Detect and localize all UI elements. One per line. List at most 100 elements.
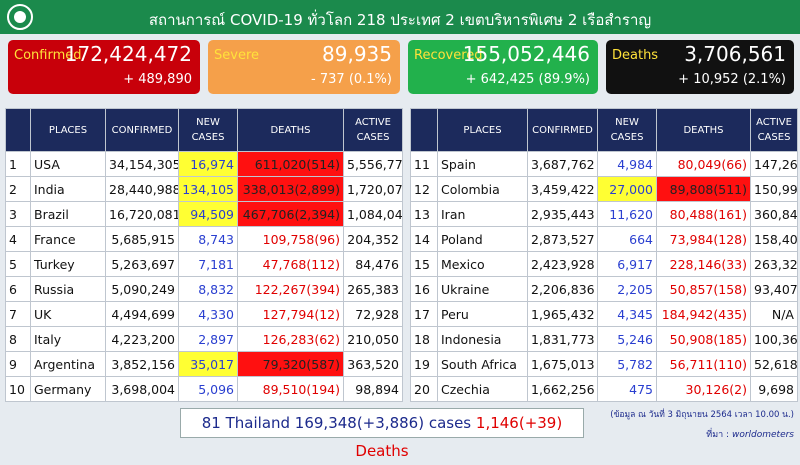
header-cell: NEW CASES [597,108,657,152]
place: Argentina [30,351,106,377]
card: Recovered 155,052,446 + 642,425 (89.9%) [408,40,598,94]
row: 16 Ukraine 2,206,836 2,205 50,857(158) 93,407 [410,276,798,302]
card-total: 3,706,561 [684,42,786,66]
new-cases: 2,897 [178,326,238,352]
row: 2 India 28,440,988 134,105 338,013(2,899) 1,7… [5,176,403,202]
deaths: 50,857(158) [656,276,751,302]
confirmed: 4,223,200 [105,326,179,352]
place: Ukraine [437,276,528,302]
rank: 9 [5,351,31,377]
active: 9,698 [750,376,798,402]
active: 360,847 [750,201,798,227]
rank: 17 [410,301,438,327]
header-cell [5,108,31,152]
thailand-label: 81 Thailand 169,348(+3,886) cases [201,414,472,432]
place: Germany [30,376,106,402]
header-row: PLACES CONFIRMED NEW CASES DEATHS ACTIVE CAS… [5,108,403,152]
deaths: 109,758(96) [237,226,344,252]
active: 100,364 [750,326,798,352]
active: 1,720,078 [343,176,403,202]
row: 20 Czechia 1,662,256 475 30,126(2) 9,698 [410,376,798,402]
confirmed: 1,965,432 [527,301,598,327]
place: Iran [437,201,528,227]
deaths: 467,706(2,394) [237,201,344,227]
active: 5,556,774 [343,151,403,177]
row: 18 Indonesia 1,831,773 5,246 50,908(185) 100,… [410,326,798,352]
rank: 6 [5,276,31,302]
confirmed: 5,263,697 [105,251,179,277]
confirmed: 1,675,013 [527,351,598,377]
card-change: - 737 (0.1%) [311,72,392,87]
thailand-box: 81 Thailand 169,348(+3,886) cases 1,146(… [180,408,584,460]
place: France [30,226,106,252]
new-cases: 35,017 [178,351,238,377]
active: 263,325 [750,251,798,277]
row: 12 Colombia 3,459,422 27,000 89,808(511) 150,… [410,176,798,202]
row: 3 Brazil 16,720,081 94,509 467,706(2,394) 1,0… [5,201,403,227]
row: 5 Turkey 5,263,697 7,181 47,768(112) 84,476 [5,251,403,277]
row: 19 South Africa 1,675,013 5,782 56,711(110) 5… [410,351,798,377]
active: 158,404 [750,226,798,252]
confirmed: 1,831,773 [527,326,598,352]
rank: 19 [410,351,438,377]
active: 98,894 [343,376,403,402]
card-label: Recovered [414,48,483,63]
rank: 15 [410,251,438,277]
deaths: 47,768(112) [237,251,344,277]
header-cell: CONFIRMED [527,108,598,152]
rank: 18 [410,326,438,352]
new-cases: 16,974 [178,151,238,177]
new-cases: 6,917 [597,251,657,277]
rank: 11 [410,151,438,177]
row: 17 Peru 1,965,432 4,345 184,942(435) N/A [410,301,798,327]
confirmed: 3,687,762 [527,151,598,177]
header-cell: PLACES [437,108,528,152]
deaths: 611,020(514) [237,151,344,177]
confirmed: 1,662,256 [527,376,598,402]
card-change: + 642,425 (89.9%) [465,72,590,87]
card-label: Severe [214,48,259,63]
new-cases: 4,345 [597,301,657,327]
card-label: Deaths [612,48,659,63]
header-cell: PLACES [30,108,106,152]
confirmed: 3,698,004 [105,376,179,402]
row: 7 UK 4,494,699 4,330 127,794(12) 72,928 [5,301,403,327]
row: 1 USA 34,154,305 16,974 611,020(514) 5,556,77… [5,151,403,177]
new-cases: 8,832 [178,276,238,302]
rank: 13 [410,201,438,227]
place: Colombia [437,176,528,202]
place: Indonesia [437,326,528,352]
header-bar: สถานการณ์ COVID-19 ทั่วโลก 218 ประเทศ 2 … [0,0,800,34]
active: 147,266 [750,151,798,177]
row: 9 Argentina 3,852,156 35,017 79,320(587) 363,… [5,351,403,377]
card-total: 89,935 [322,42,392,66]
rank: 12 [410,176,438,202]
new-cases: 11,620 [597,201,657,227]
active: 265,383 [343,276,403,302]
deaths: 89,808(511) [656,176,751,202]
new-cases: 94,509 [178,201,238,227]
place: Peru [437,301,528,327]
row: 8 Italy 4,223,200 2,897 126,283(62) 210,050 [5,326,403,352]
confirmed: 3,459,422 [527,176,598,202]
new-cases: 5,782 [597,351,657,377]
confirmed: 4,494,699 [105,301,179,327]
source: worldometers [731,430,794,440]
active: 52,618 [750,351,798,377]
rank: 2 [5,176,31,202]
deaths: 89,510(194) [237,376,344,402]
place: UK [30,301,106,327]
header-cell: DEATHS [237,108,344,152]
header-cell: NEW CASES [178,108,238,152]
active: 84,476 [343,251,403,277]
place: Turkey [30,251,106,277]
place: Italy [30,326,106,352]
new-cases: 27,000 [597,176,657,202]
card-total: 172,424,472 [64,42,192,66]
confirmed: 5,685,915 [105,226,179,252]
new-cases: 4,984 [597,151,657,177]
header-cell: DEATHS [656,108,751,152]
